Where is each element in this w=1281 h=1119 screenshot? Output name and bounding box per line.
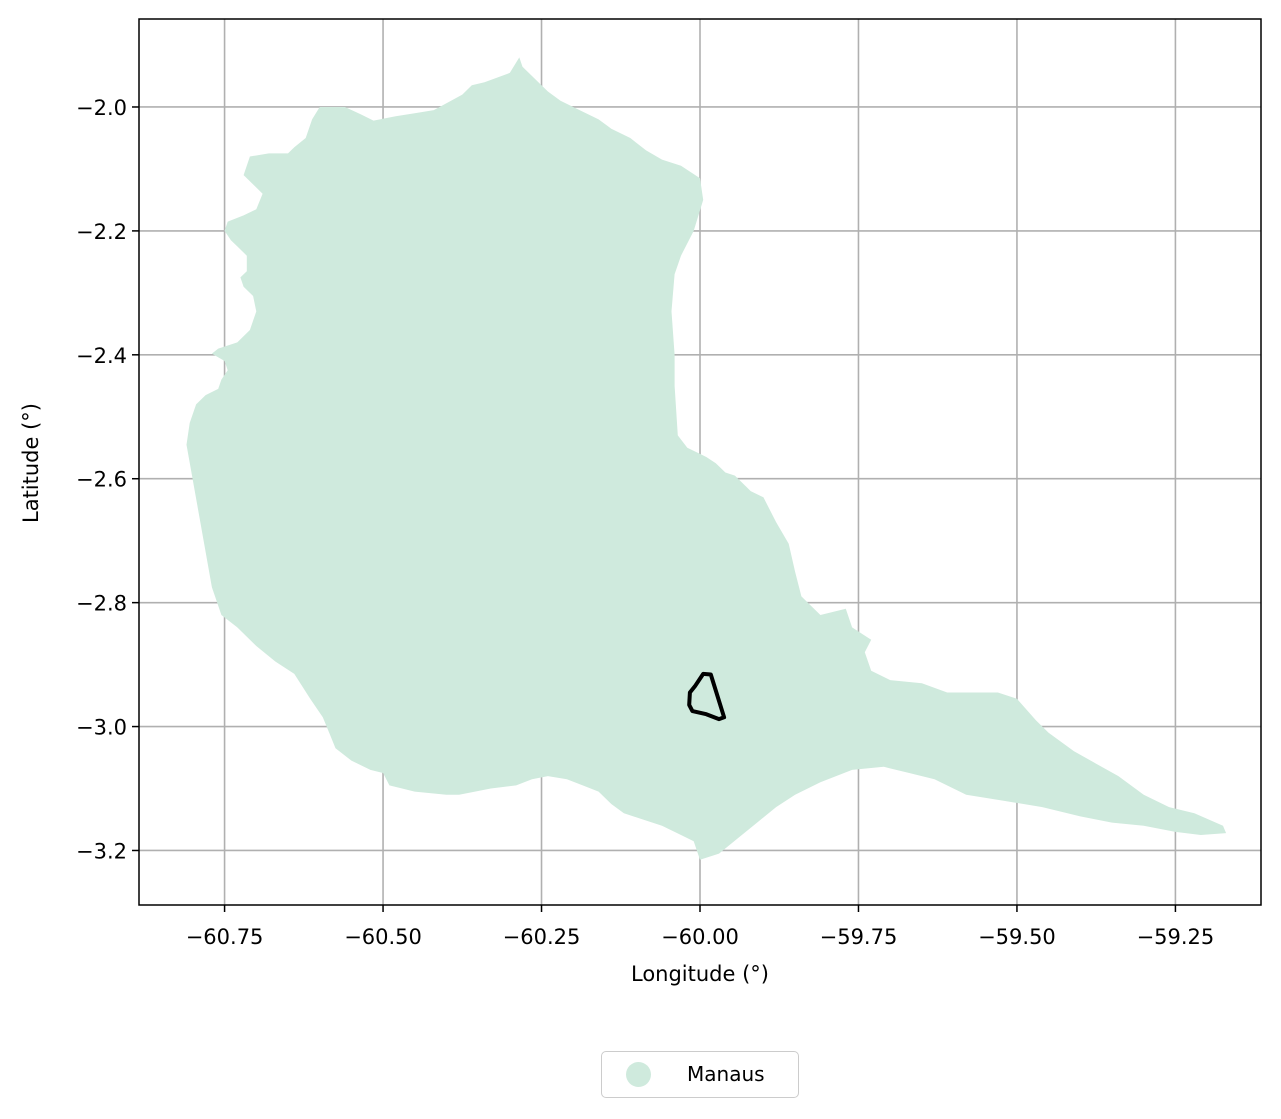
x-axis-ticks: −60.75 −60.50 −60.25 −60.00 −59.75 −59.50 −59.… (186, 905, 1215, 949)
y-axis-label: Latitude (°) (19, 403, 43, 523)
x-tick-label: −59.75 (820, 925, 898, 949)
y-tick-label: −3.0 (76, 716, 127, 740)
legend: Manaus (601, 1051, 799, 1098)
y-tick-label: −2.4 (76, 344, 127, 368)
x-tick-label: −60.00 (661, 925, 739, 949)
y-tick-label: −2.6 (76, 468, 127, 492)
region-outline (687, 671, 727, 722)
region-manaus (186, 57, 1227, 860)
legend-label: Manaus (687, 1062, 765, 1086)
y-tick-label: −3.2 (76, 839, 127, 863)
y-tick-label: −2.2 (76, 220, 127, 244)
x-tick-label: −60.25 (503, 925, 581, 949)
x-tick-label: −59.50 (978, 925, 1056, 949)
y-axis-ticks: −2.0 −2.2 −2.4 −2.6 −2.8 −3.0 −3.2 (76, 96, 139, 863)
y-tick-label: −2.8 (76, 592, 127, 616)
y-tick-label: −2.0 (76, 96, 127, 120)
x-tick-label: −60.75 (186, 925, 264, 949)
legend-marker (626, 1062, 651, 1087)
x-tick-label: −59.25 (1137, 925, 1215, 949)
x-axis-label: Longitude (°) (631, 962, 769, 986)
x-tick-label: −60.50 (344, 925, 422, 949)
